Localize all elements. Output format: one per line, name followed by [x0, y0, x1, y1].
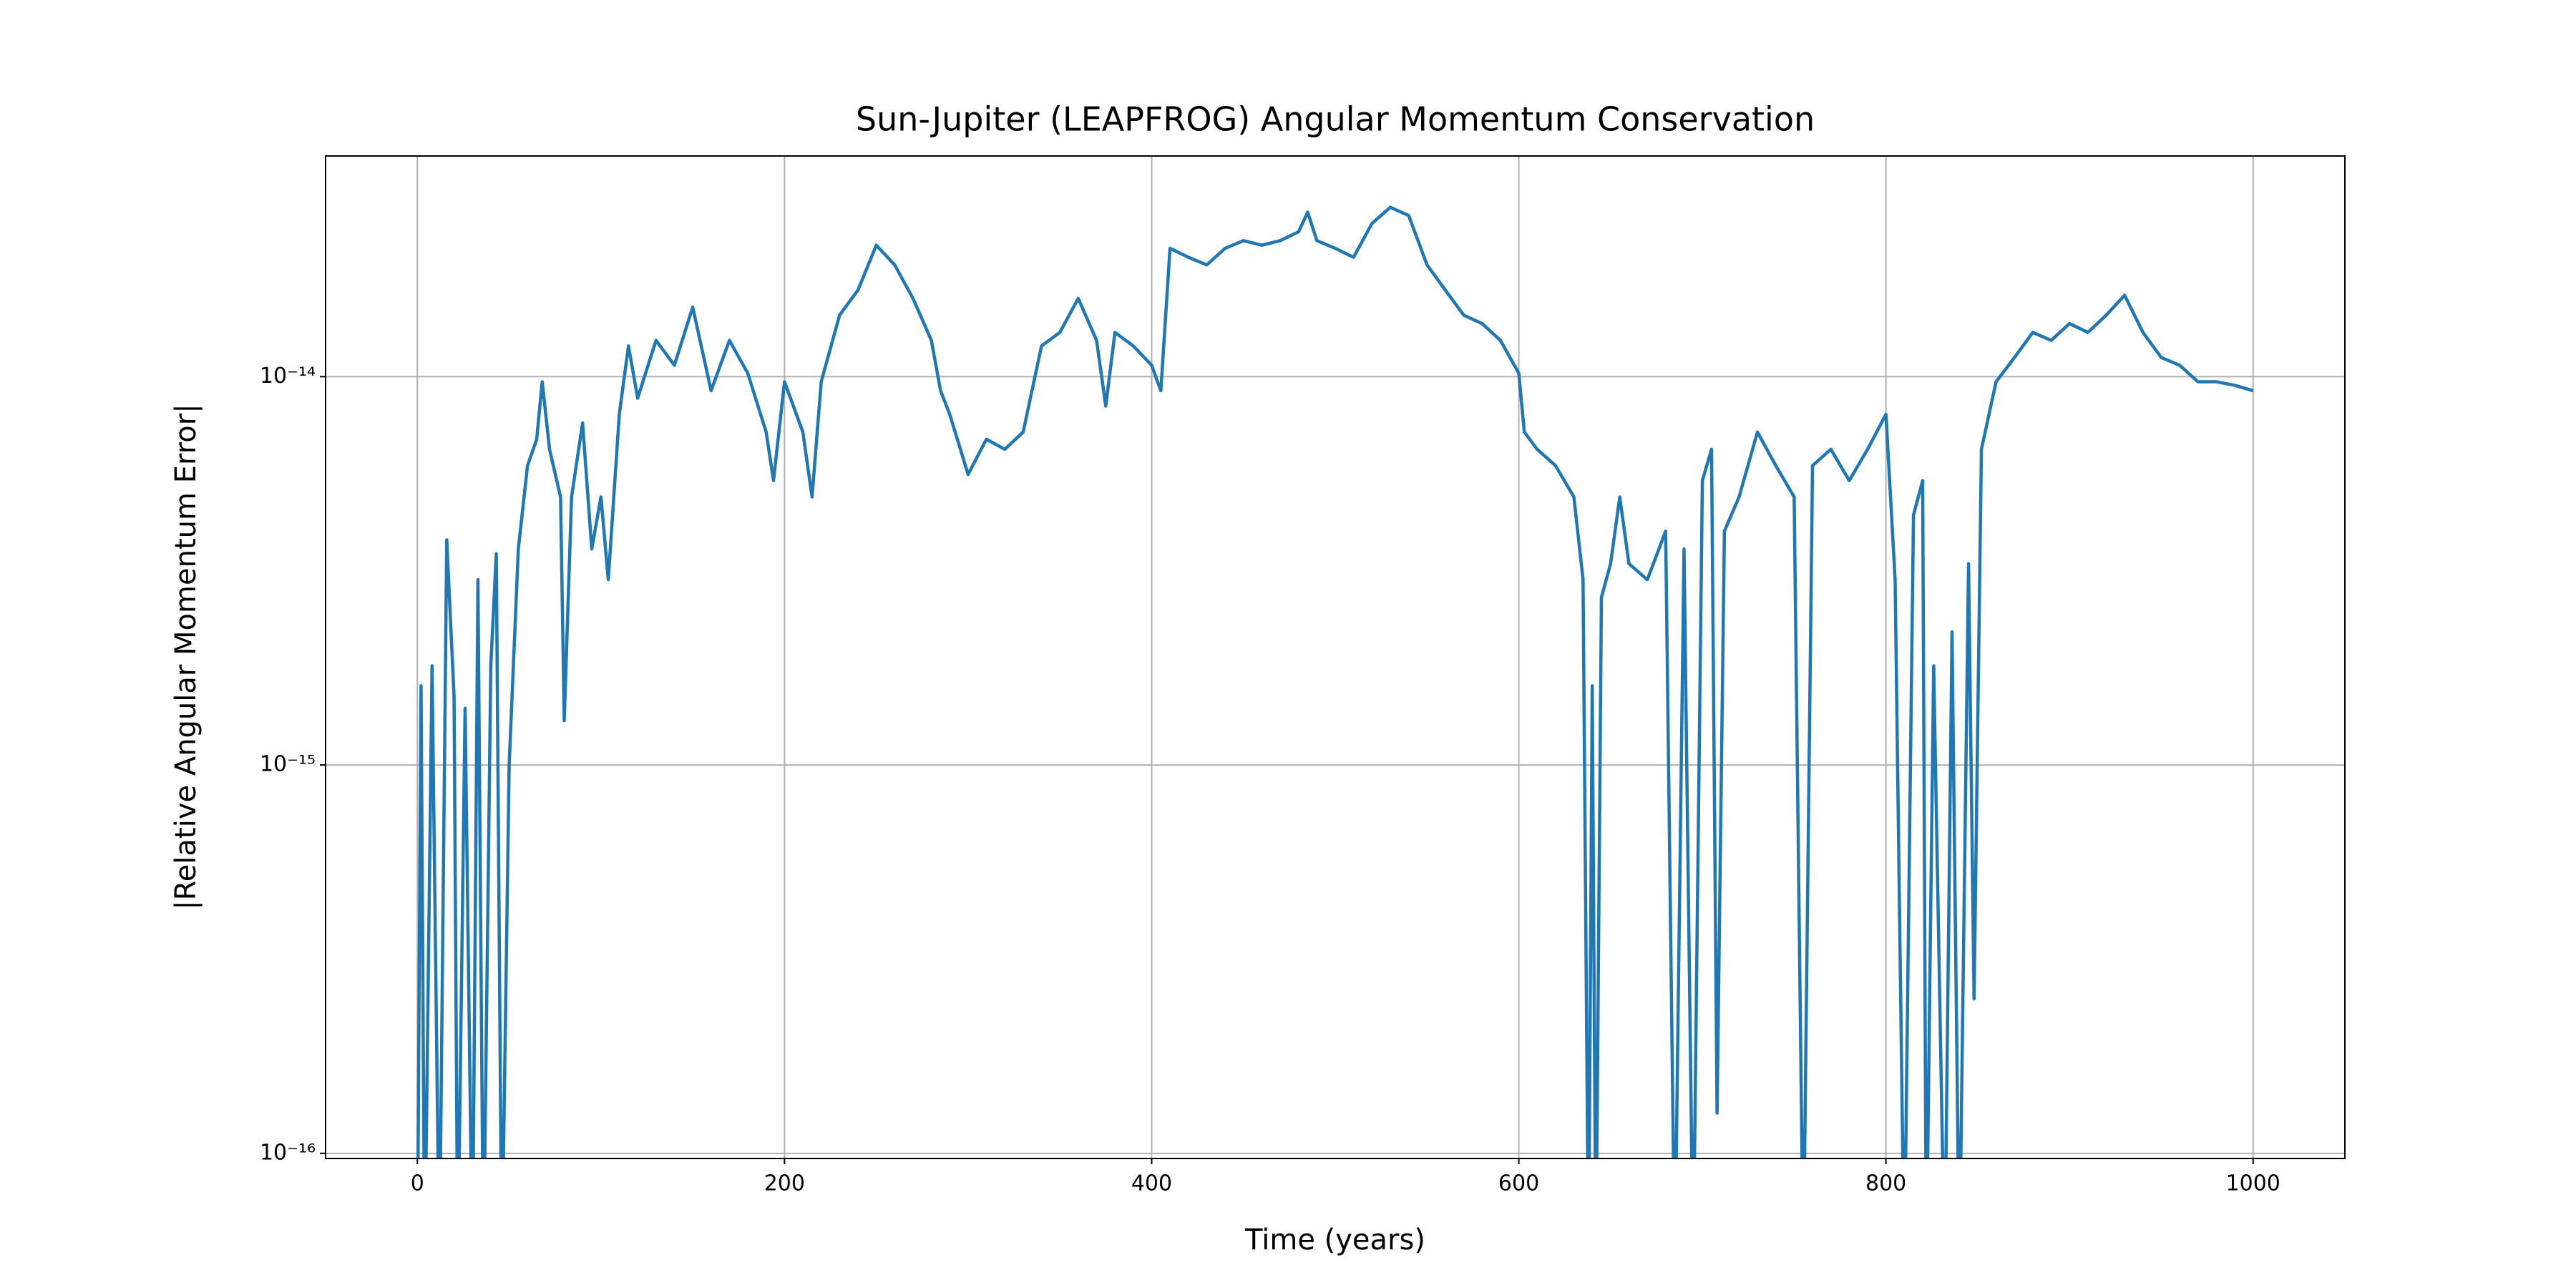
x-tick-label: 400: [1131, 1171, 1172, 1196]
x-tick-label: 200: [764, 1171, 805, 1196]
y-axis-label: |Relative Angular Momentum Error|: [170, 404, 203, 909]
y-tick-label: 10⁻¹⁶: [260, 1140, 316, 1165]
chart-title: Sun-Jupiter (LEAPFROG) Angular Momentum …: [856, 100, 1815, 139]
y-tick-label: 10⁻¹⁴: [260, 364, 316, 389]
x-tick-label: 800: [1865, 1171, 1906, 1196]
x-tick-label: 1000: [2226, 1171, 2280, 1196]
x-axis-label: Time (years): [1244, 1224, 1425, 1257]
x-tick-label: 600: [1498, 1171, 1539, 1196]
plot-area: [416, 205, 2254, 1158]
x-tick-label: 0: [411, 1171, 424, 1196]
plot-frame: [325, 155, 2346, 1159]
y-tick-label: 10⁻¹⁵: [260, 752, 316, 777]
data-line: [416, 205, 2254, 1158]
